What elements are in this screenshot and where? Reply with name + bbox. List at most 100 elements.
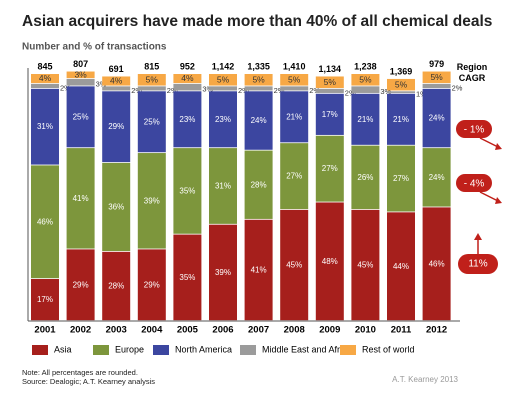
- bar-segment: [315, 88, 344, 93]
- data-label: 27%: [322, 164, 338, 173]
- bar-segment: [66, 78, 95, 86]
- bar-segment: [422, 83, 451, 89]
- data-label: 25%: [144, 117, 160, 126]
- data-label: 5%: [146, 74, 159, 84]
- data-label: 23%: [215, 115, 231, 124]
- bar-segment: [422, 88, 451, 148]
- data-label: 35%: [179, 186, 195, 195]
- total-label: 1,369: [390, 66, 413, 76]
- bar-segment: [244, 74, 273, 86]
- bar-segment: [31, 88, 59, 165]
- bar-segment: [173, 83, 202, 91]
- data-label: 46%: [429, 259, 445, 268]
- data-label: 26%: [357, 173, 373, 182]
- legend-swatch: [153, 345, 169, 355]
- bar-segment: [173, 148, 202, 234]
- cagr-title: Region CAGR: [457, 62, 488, 83]
- data-label: 21%: [357, 115, 373, 124]
- data-label: 3%: [74, 69, 87, 79]
- data-label: 24%: [429, 114, 445, 123]
- bar-segment: [66, 71, 95, 79]
- data-label: 5%: [359, 74, 372, 84]
- total-label: 1,410: [283, 61, 306, 71]
- data-label: 1%: [416, 90, 427, 99]
- total-label: 1,238: [354, 61, 377, 71]
- data-label: 46%: [37, 217, 53, 226]
- data-label: 2%: [167, 86, 178, 95]
- total-label: 807: [73, 59, 88, 69]
- data-label: 5%: [395, 79, 408, 89]
- x-tick-label: 2002: [70, 325, 91, 336]
- data-label: 2%: [345, 88, 356, 97]
- bar-segment: [387, 91, 415, 93]
- data-label: 29%: [108, 122, 124, 131]
- bar-segment: [102, 76, 131, 86]
- x-tick-label: 2008: [284, 325, 305, 336]
- bar-segment: [173, 91, 202, 148]
- bar-segment: [280, 209, 309, 321]
- legend-label: Rest of world: [362, 344, 415, 354]
- bar-segment: [244, 91, 273, 150]
- bar-segment: [244, 86, 273, 91]
- bar-segment: [209, 148, 237, 224]
- data-label: 39%: [144, 196, 160, 205]
- bar-segment: [66, 86, 95, 148]
- data-label: 35%: [179, 273, 195, 282]
- bar-segment: [244, 150, 273, 219]
- legend-label: North America: [175, 344, 232, 354]
- source: Source: Dealogic; A.T. Kearney analysis: [22, 377, 155, 386]
- bar-segment: [31, 74, 59, 84]
- bar-segment: [280, 143, 309, 210]
- data-label: 27%: [393, 174, 409, 183]
- x-tick-label: 2007: [248, 325, 269, 336]
- data-label: 5%: [430, 72, 443, 82]
- bar-segment: [137, 249, 166, 321]
- data-label: 2%: [238, 86, 249, 95]
- bar-segment: [137, 86, 166, 91]
- bar-segment: [102, 162, 131, 252]
- total-label: 845: [37, 61, 52, 71]
- data-label: 3%: [380, 87, 391, 96]
- bar-segment: [209, 224, 237, 321]
- bar-segment: [422, 71, 451, 84]
- legend-swatch: [32, 345, 48, 355]
- data-label: 3%: [202, 85, 213, 94]
- bar-segment: [102, 251, 131, 321]
- bar-segment: [351, 74, 380, 86]
- bar-segment: [137, 91, 166, 153]
- x-tick-label: 2005: [177, 325, 199, 336]
- data-label: 5%: [324, 77, 337, 87]
- data-label: 45%: [357, 261, 373, 270]
- cagr-label: - 1%: [464, 125, 485, 136]
- data-label: 24%: [429, 173, 445, 182]
- total-label: 1,335: [247, 61, 270, 71]
- legend-swatch: [240, 345, 256, 355]
- data-label: 41%: [251, 265, 267, 274]
- bar-segment: [422, 148, 451, 207]
- bar-segment: [315, 76, 344, 89]
- credit: A.T. Kearney 2013: [392, 375, 458, 384]
- legend-swatch: [340, 345, 356, 355]
- x-tick-label: 2003: [106, 325, 127, 336]
- bar-segment: [209, 86, 237, 91]
- data-label: 28%: [251, 180, 267, 189]
- x-tick-label: 2011: [391, 325, 412, 336]
- data-label: 27%: [286, 172, 302, 181]
- data-label: 3%: [96, 80, 107, 89]
- legend-label: Asia: [54, 344, 72, 354]
- bar-segment: [173, 234, 202, 321]
- x-tick-label: 2006: [212, 325, 233, 336]
- data-label: 41%: [73, 194, 89, 203]
- bar-segment: [173, 74, 202, 84]
- data-label: 25%: [73, 112, 89, 121]
- total-label: 952: [180, 61, 195, 71]
- total-label: 1,134: [319, 64, 342, 74]
- bar-segment: [31, 165, 59, 279]
- data-label: 21%: [286, 112, 302, 121]
- x-tick-label: 2009: [319, 325, 340, 336]
- data-label: 2%: [131, 86, 142, 95]
- bar-segment: [315, 93, 344, 135]
- total-label: 691: [109, 64, 124, 74]
- data-label: 4%: [39, 73, 52, 83]
